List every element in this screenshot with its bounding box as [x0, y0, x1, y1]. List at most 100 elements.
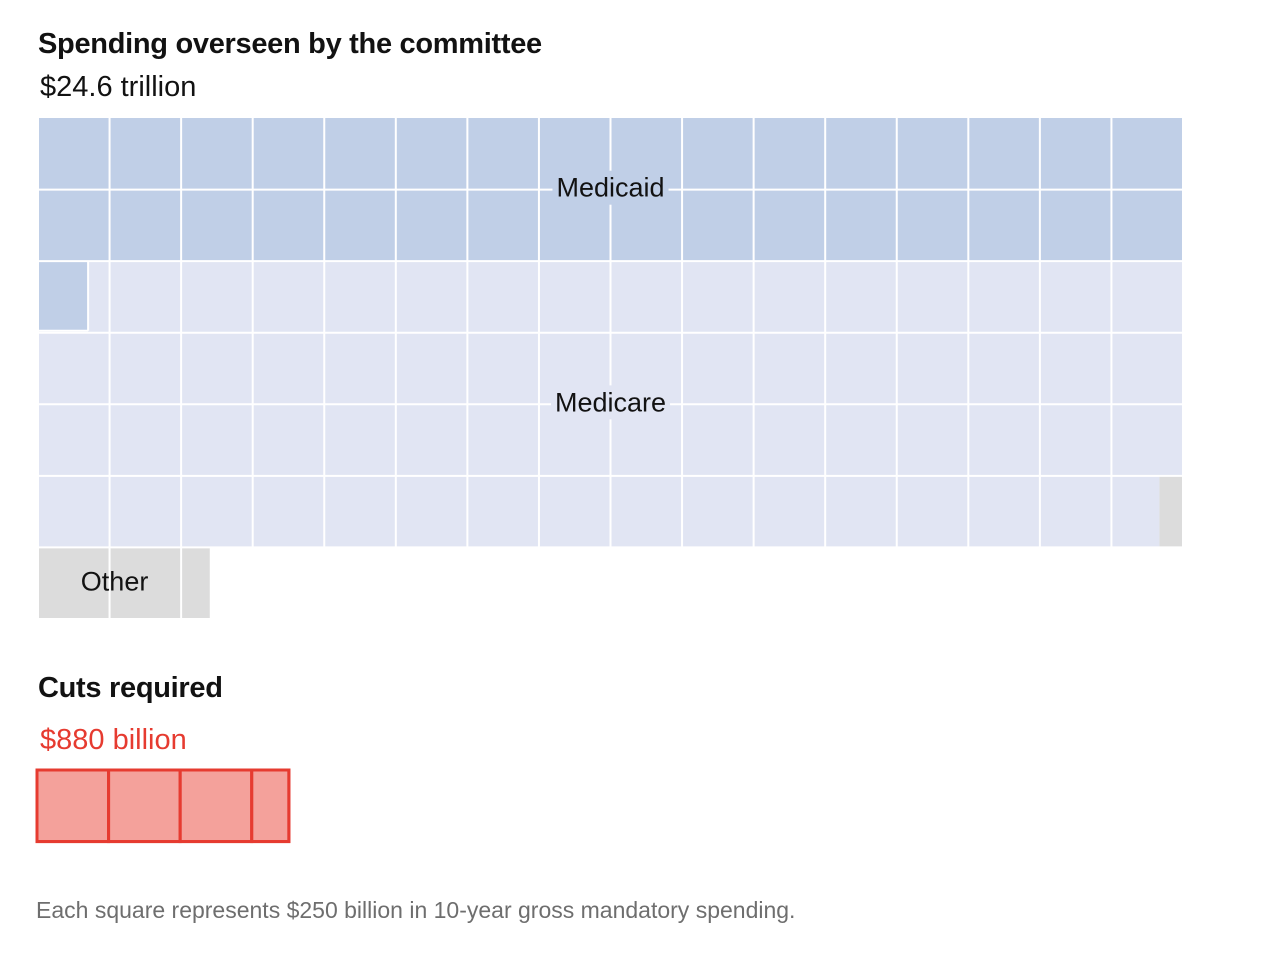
- waffle-square-medicaid: [109, 118, 182, 190]
- waffle-square-medicare: [467, 404, 539, 476]
- waffle-square-medicare: [109, 404, 182, 476]
- waffle-square-medicaid: [467, 189, 539, 262]
- waffle-square-medicare: [968, 404, 1040, 476]
- waffle-square-medicare: [324, 475, 396, 548]
- waffle-square-medicaid: [324, 118, 396, 190]
- waffle-square-medicare: [467, 475, 539, 548]
- waffle-square-medicare: [825, 261, 897, 333]
- waffle-square-medicaid: [825, 118, 897, 190]
- waffle-square-medicare: [252, 261, 325, 333]
- waffle-square-medicaid: [324, 189, 396, 262]
- waffle-square-medicare: [825, 404, 897, 476]
- waffle-square-medicaid: [1111, 189, 1183, 262]
- waffle-square-medicaid: [38, 261, 89, 333]
- waffle-square-medicare: [610, 261, 683, 333]
- waffle-series-other: [38, 475, 1183, 619]
- waffle-square-medicare: [324, 261, 396, 333]
- waffle-square-medicaid: [825, 189, 897, 262]
- waffle-square-medicare: [1039, 332, 1112, 405]
- waffle-square-medicare: [682, 404, 754, 476]
- waffle-square-medicare: [1111, 332, 1183, 405]
- waffle-square-medicare: [753, 404, 826, 476]
- waffle-square-medicaid: [753, 118, 826, 190]
- waffle-square-medicare: [252, 332, 325, 405]
- category-label-other: Other: [81, 566, 149, 596]
- waffle-square-medicare: [825, 332, 897, 405]
- waffle-square-medicare: [181, 332, 253, 405]
- waffle-square-medicaid: [753, 189, 826, 262]
- waffle-square-medicare: [1039, 404, 1112, 476]
- waffle-square-medicaid: [1039, 118, 1112, 190]
- waffle-square-medicare: [896, 332, 969, 405]
- waffle-square-medicaid: [38, 189, 110, 262]
- waffle-square-medicare: [682, 332, 754, 405]
- waffle-square-medicare: [467, 332, 539, 405]
- waffle-square-medicaid: [109, 189, 182, 262]
- cuts-waffle-chart: [35, 768, 291, 844]
- category-label-medicaid: Medicaid: [556, 173, 664, 203]
- category-label-bg: [552, 170, 669, 205]
- waffle-square-medicare: [395, 261, 468, 333]
- waffle-square-medicare: [88, 261, 110, 333]
- waffle-square-other: [109, 547, 182, 619]
- chart-note: Each square represents $250 billion in 1…: [36, 897, 796, 923]
- waffle-square-medicare: [324, 332, 396, 405]
- waffle-square-medicaid: [395, 118, 468, 190]
- waffle-square-medicare: [252, 404, 325, 476]
- waffle-square-medicare: [395, 475, 468, 548]
- waffle-square-medicare: [252, 475, 325, 548]
- waffle-square-medicare: [181, 261, 253, 333]
- waffle-square-medicare: [181, 404, 253, 476]
- waffle-square-medicare: [968, 332, 1040, 405]
- waffle-square-medicare: [38, 332, 110, 405]
- waffle-square-medicare: [181, 475, 253, 548]
- waffle-square-medicare: [896, 261, 969, 333]
- waffle-square-medicare: [538, 261, 611, 333]
- waffle-square-medicare: [538, 475, 611, 548]
- waffle-square-medicaid: [467, 118, 539, 190]
- waffle-square-medicaid: [181, 118, 253, 190]
- waffle-square-medicaid: [682, 118, 754, 190]
- waffle-square-medicare: [38, 404, 110, 476]
- waffle-square-medicare: [1111, 261, 1183, 333]
- waffle-square-medicare: [324, 404, 396, 476]
- waffle-square-medicare: [968, 261, 1040, 333]
- waffle-square-medicaid: [395, 189, 468, 262]
- waffle-square-medicare: [610, 475, 683, 548]
- waffle-square-medicaid: [896, 189, 969, 262]
- category-label-medicare: Medicare: [555, 387, 666, 417]
- waffle-series-medicare: [38, 261, 1183, 548]
- waffle-square-medicaid: [181, 189, 253, 262]
- waffle-square-medicaid: [252, 189, 325, 262]
- waffle-square-medicaid: [968, 118, 1040, 190]
- waffle-square-medicare: [395, 332, 468, 405]
- waffle-square-medicaid: [1039, 189, 1112, 262]
- waffle-square-other: [181, 547, 210, 619]
- waffle-square-medicaid: [252, 118, 325, 190]
- waffle-square-medicare: [38, 475, 110, 548]
- waffle-square-medicare: [896, 404, 969, 476]
- waffle-square-medicaid: [968, 189, 1040, 262]
- waffle-square-medicare: [753, 475, 826, 548]
- waffle-square-medicare: [109, 332, 182, 405]
- waffle-square-medicare: [968, 475, 1040, 548]
- waffle-square-medicaid: [682, 189, 754, 262]
- waffle-square-medicare: [682, 261, 754, 333]
- cuts-total-label: $880 billion: [40, 724, 187, 756]
- total-spending-label: $24.6 trillion: [40, 71, 197, 103]
- waffle-square-medicare: [1111, 404, 1183, 476]
- waffle-square-medicare: [1039, 475, 1112, 548]
- waffle-square-medicare: [109, 475, 182, 548]
- cuts-square: [250, 768, 291, 844]
- waffle-square-medicaid: [896, 118, 969, 190]
- waffle-gridlines: [37, 118, 1184, 620]
- waffle-square-medicare: [753, 332, 826, 405]
- waffle-square-medicare: [109, 261, 182, 333]
- waffle-square-medicare: [682, 475, 754, 548]
- waffle-square-other: [1159, 475, 1183, 548]
- waffle-square-other: [38, 547, 110, 619]
- cuts-title: Cuts required: [38, 672, 223, 704]
- category-label-bg: [550, 385, 671, 420]
- chart-title: Spending overseen by the committee: [38, 28, 542, 60]
- waffle-square-medicaid: [38, 118, 110, 190]
